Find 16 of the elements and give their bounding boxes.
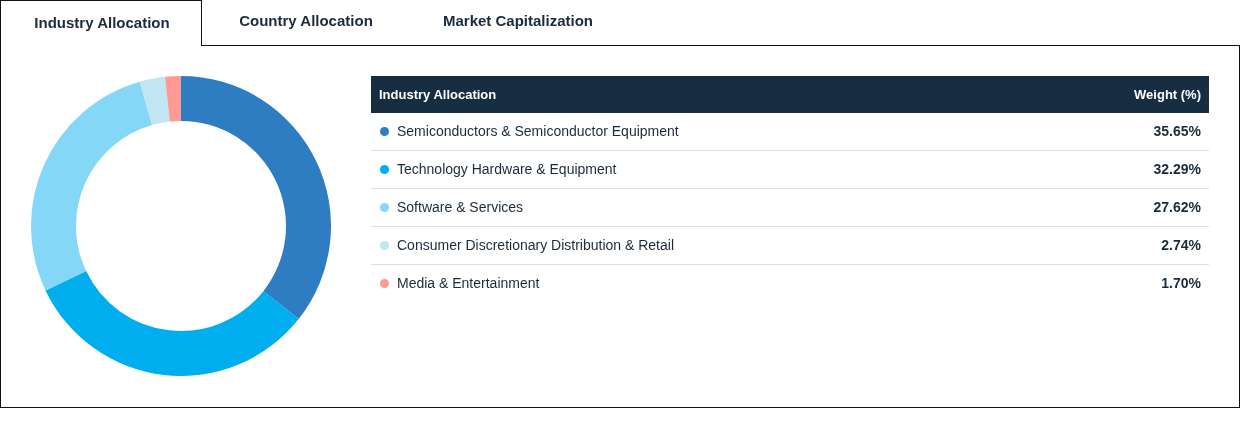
legend-title: Industry Allocation bbox=[379, 87, 497, 103]
legend-label: Media & Entertainment bbox=[397, 275, 540, 292]
text: Market Capitalization bbox=[442, 12, 594, 30]
legend-label: Semiconductors & Semiconductor Equipment bbox=[397, 123, 679, 140]
data-label: 27.62% bbox=[1153, 199, 1201, 216]
data-label: 1.70% bbox=[1161, 275, 1201, 292]
data-label: 2.74% bbox=[1161, 237, 1201, 254]
tab-frame: Industry Allocation bbox=[0, 0, 202, 46]
text: Weight (%) bbox=[1134, 87, 1201, 103]
legend-label: Technology Hardware & Equipment bbox=[397, 161, 617, 178]
legend-label: Consumer Discretionary Distribution & Retail bbox=[397, 237, 674, 254]
data-label: 32.29% bbox=[1153, 161, 1201, 178]
text: Country Allocation bbox=[238, 12, 374, 30]
legend-label: Software & Services bbox=[397, 199, 524, 216]
chart-title: Industry Allocation bbox=[33, 14, 171, 32]
data-label: 35.65% bbox=[1153, 123, 1201, 140]
